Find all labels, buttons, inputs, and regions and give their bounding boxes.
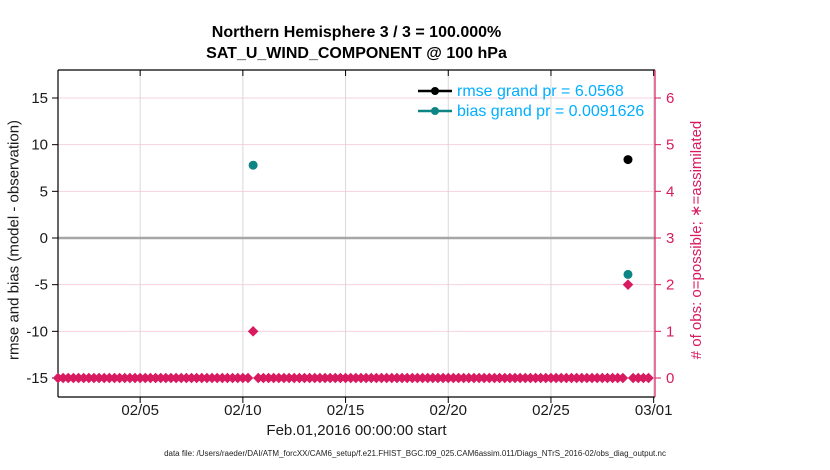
x-tick-label: 03/01	[635, 402, 673, 419]
y-right-tick-label: 2	[666, 277, 674, 294]
x-tick-label: 02/10	[224, 402, 262, 419]
x-tick-label: 02/15	[327, 402, 365, 419]
x-tick-label: 02/05	[121, 402, 159, 419]
bias-marker	[623, 269, 633, 279]
y-left-tick-label: 0	[40, 230, 48, 247]
legend-marker	[431, 107, 439, 115]
x-axis-label: Feb.01,2016 00:00:00 start	[266, 422, 447, 439]
x-tick-label: 02/20	[429, 402, 467, 419]
legend-label: rmse grand pr = 6.0568	[457, 83, 624, 100]
y-left-tick-label: -15	[26, 370, 48, 387]
chart-subtitle: SAT_U_WIND_COMPONENT @ 100 hPa	[206, 45, 507, 62]
chart-title: Northern Hemisphere 3 / 3 = 100.000%	[211, 24, 502, 41]
obs-count-marker	[617, 372, 629, 384]
obs-count-marker	[622, 279, 634, 290]
legend-marker	[431, 87, 439, 95]
y-left-tick-label: -5	[35, 277, 48, 294]
obs-count-marker	[247, 326, 259, 337]
y-right-tick-label: 4	[666, 183, 674, 200]
y-left-tick-label: -10	[26, 323, 48, 340]
y-right-tick-label: 6	[666, 90, 674, 107]
y-right-tick-label: 1	[666, 323, 674, 340]
rmse-marker	[623, 155, 633, 165]
obs-count-marker	[242, 372, 254, 384]
bias-marker	[248, 160, 258, 170]
y-right-tick-label: 0	[666, 370, 674, 387]
y-right-tick-label: 3	[666, 230, 674, 247]
obs-count-marker	[643, 372, 654, 384]
y-right-tick-label: 5	[666, 137, 674, 154]
y-left-tick-label: 10	[31, 137, 48, 154]
x-tick-label: 02/25	[532, 402, 570, 419]
legend-label: bias grand pr = 0.0091626	[457, 103, 644, 120]
y-left-tick-label: 15	[31, 90, 48, 107]
y-left-tick-label: 5	[40, 183, 48, 200]
data-file-footnote: data file: /Users/raeder/DAI/ATM_forcXX/…	[164, 449, 666, 458]
chart-title-block: Northern Hemisphere 3 / 3 = 100.000% SAT…	[58, 22, 655, 64]
